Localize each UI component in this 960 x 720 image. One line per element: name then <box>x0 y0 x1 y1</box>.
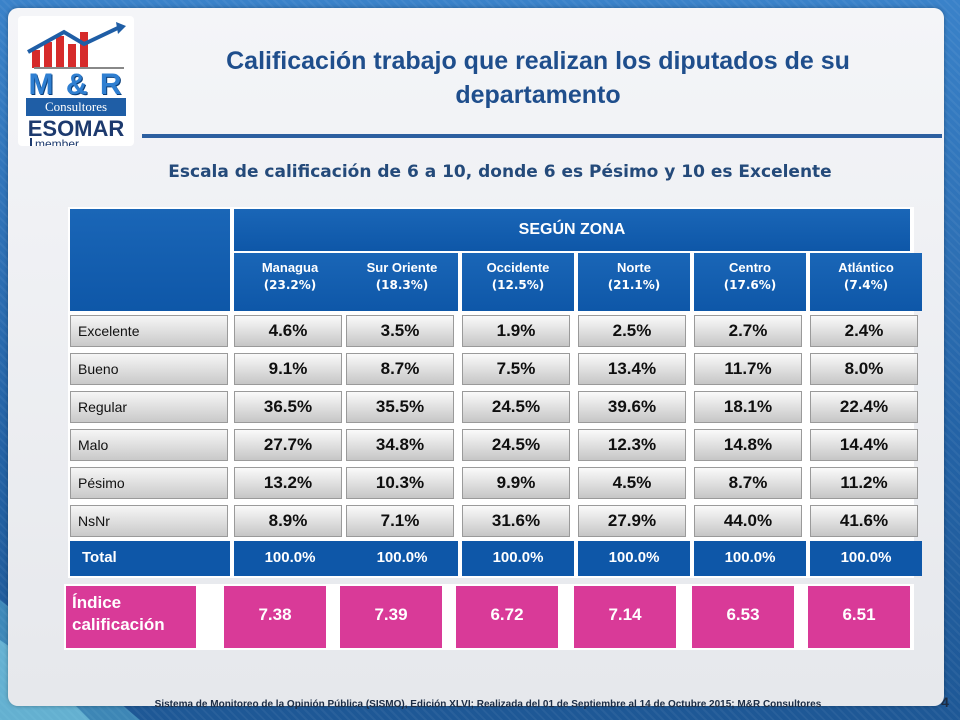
table-cell: 9.9% <box>462 467 570 499</box>
total-cell: 100.0% <box>578 541 690 576</box>
zone-name: Atlántico <box>838 260 894 275</box>
table-cell: 14.8% <box>694 429 802 461</box>
table-cell: 2.5% <box>578 315 686 347</box>
table-cell: 8.7% <box>694 467 802 499</box>
slide-subtitle: Escala de calificación de 6 a 10, donde … <box>168 162 832 182</box>
zone-name: Centro <box>729 260 771 275</box>
table-cell: 8.0% <box>810 353 918 385</box>
index-cell: 7.39 <box>340 586 442 648</box>
index-cell: 7.14 <box>574 586 676 648</box>
table-cell: 13.4% <box>578 353 686 385</box>
zone-header-4: Centro (17.6%) <box>694 253 806 311</box>
logo-member-text: member <box>30 138 79 146</box>
table-cell: 12.3% <box>578 429 686 461</box>
table-cell: 11.7% <box>694 353 802 385</box>
table-cell: 39.6% <box>578 391 686 423</box>
zone-header-1: Sur Oriente (18.3%) <box>346 253 458 311</box>
table-cell: 10.3% <box>346 467 454 499</box>
index-label-line1: Índice <box>72 593 122 612</box>
table-cell: 4.6% <box>234 315 342 347</box>
zone-share: (7.4%) <box>843 278 889 292</box>
slide-title: Calificación trabajo que realizan los di… <box>226 47 850 109</box>
row-label-0: Excelente <box>70 315 228 347</box>
index-cell: 7.38 <box>224 586 326 648</box>
row-label-3: Malo <box>70 429 228 461</box>
zone-header-0: Managua (23.2%) <box>234 253 346 311</box>
table-cell: 7.5% <box>462 353 570 385</box>
table-cell: 8.9% <box>234 505 342 537</box>
total-cell: 100.0% <box>694 541 806 576</box>
table-cell: 1.9% <box>462 315 570 347</box>
table-cell: 8.7% <box>346 353 454 385</box>
table-cell: 4.5% <box>578 467 686 499</box>
zone-group-header: SEGÚN ZONA <box>234 209 910 251</box>
company-logo: M & R Consultores ESOMAR member <box>18 16 134 146</box>
table-cell: 24.5% <box>462 429 570 461</box>
zone-share: (17.6%) <box>723 278 777 292</box>
zone-name: Managua <box>261 260 319 275</box>
table-cell: 34.8% <box>346 429 454 461</box>
table-cell: 35.5% <box>346 391 454 423</box>
index-row: Índice calificación 7.38 7.39 6.72 7.14 6.53… <box>64 584 914 650</box>
logo-consultores-text: Consultores <box>26 98 126 116</box>
total-cell: 100.0% <box>234 541 346 576</box>
logo-brand-text: M & R <box>28 68 124 101</box>
row-label-2: Regular <box>70 391 228 423</box>
table-cell: 2.7% <box>694 315 802 347</box>
row-label-5: NsNr <box>70 505 228 537</box>
index-row-label: Índice calificación <box>66 586 196 648</box>
total-row-label: Total <box>70 541 230 576</box>
table-cell: 44.0% <box>694 505 802 537</box>
table-cell: 11.2% <box>810 467 918 499</box>
index-label-line2: calificación <box>72 615 165 634</box>
zone-share: (21.1%) <box>607 278 661 292</box>
table-cell: 36.5% <box>234 391 342 423</box>
zone-share: (12.5%) <box>491 278 545 292</box>
row-label-1: Bueno <box>70 353 228 385</box>
logo-bar-chart-icon <box>27 22 126 69</box>
footer-source: Sistema de Monitoreo de la Opinión Públi… <box>154 699 822 710</box>
results-table: SEGÚN ZONA Managua (23.2%) Sur Oriente (18.… <box>68 207 922 578</box>
zone-share: (23.2%) <box>263 278 317 292</box>
row-label-4: Pésimo <box>70 467 228 499</box>
table-cell: 13.2% <box>234 467 342 499</box>
zone-share: (18.3%) <box>375 278 429 292</box>
page-number: 4 <box>941 694 949 710</box>
table-cell: 31.6% <box>462 505 570 537</box>
table-cell: 18.1% <box>694 391 802 423</box>
table-cell: 41.6% <box>810 505 918 537</box>
table-cell: 7.1% <box>346 505 454 537</box>
total-cell: 100.0% <box>462 541 574 576</box>
total-cell: 100.0% <box>810 541 922 576</box>
table-cell: 24.5% <box>462 391 570 423</box>
zone-header-2: Occidente (12.5%) <box>462 253 574 311</box>
zone-header-5: Atlántico (7.4%) <box>810 253 922 311</box>
table-cell: 14.4% <box>810 429 918 461</box>
logo-esomar-text: ESOMAR <box>27 116 125 141</box>
header-corner <box>70 209 230 311</box>
zone-name: Norte <box>617 260 651 275</box>
zone-name: Sur Oriente <box>366 260 438 275</box>
total-cell: 100.0% <box>346 541 458 576</box>
table-cell: 27.7% <box>234 429 342 461</box>
index-cell: 6.72 <box>456 586 558 648</box>
title-divider <box>142 134 942 138</box>
index-cell: 6.53 <box>692 586 794 648</box>
zone-name: Occidente <box>486 260 550 275</box>
table-cell: 22.4% <box>810 391 918 423</box>
table-cell: 2.4% <box>810 315 918 347</box>
table-cell: 27.9% <box>578 505 686 537</box>
table-cell: 3.5% <box>346 315 454 347</box>
index-cell: 6.51 <box>808 586 910 648</box>
zone-header-3: Norte (21.1%) <box>578 253 690 311</box>
table-cell: 9.1% <box>234 353 342 385</box>
